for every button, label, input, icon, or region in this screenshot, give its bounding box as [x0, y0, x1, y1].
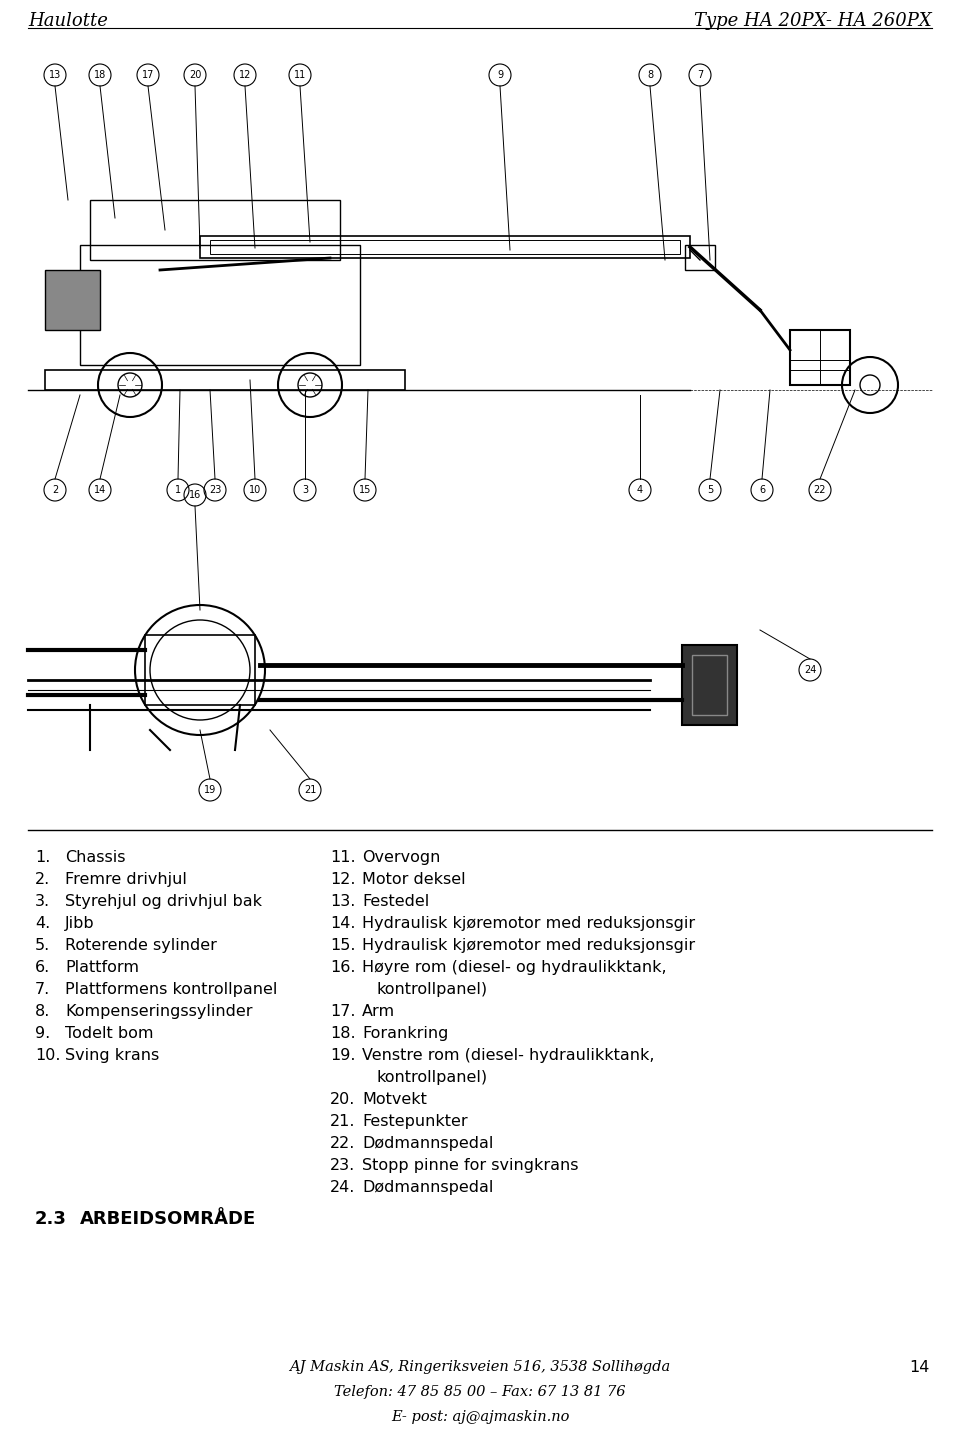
Text: Plattform: Plattform: [65, 960, 139, 974]
Text: 24.: 24.: [330, 1180, 355, 1196]
Text: 19.: 19.: [330, 1048, 355, 1063]
Text: 21: 21: [303, 785, 316, 795]
Text: Dødmannspedal: Dødmannspedal: [362, 1137, 493, 1151]
Text: 23: 23: [209, 486, 221, 494]
Text: kontrollpanel): kontrollpanel): [377, 981, 488, 997]
Text: Høyre rom (diesel- og hydraulikktank,: Høyre rom (diesel- og hydraulikktank,: [362, 960, 666, 974]
Text: 4: 4: [636, 486, 643, 494]
Text: 23.: 23.: [330, 1158, 355, 1173]
Bar: [45, 270, 100, 331]
Text: 6.: 6.: [35, 960, 50, 974]
Text: 16: 16: [189, 490, 202, 500]
Bar: [45, 369, 405, 389]
Text: 13: 13: [49, 70, 61, 80]
Text: Styrehjul og drivhjul bak: Styrehjul og drivhjul bak: [65, 894, 262, 910]
Bar: [145, 635, 255, 706]
Text: 12: 12: [239, 70, 252, 80]
Text: Stopp pinne for svingkrans: Stopp pinne for svingkrans: [362, 1158, 579, 1173]
Text: 18.: 18.: [330, 1026, 355, 1040]
Text: Sving krans: Sving krans: [65, 1048, 159, 1063]
Text: Motvekt: Motvekt: [362, 1092, 427, 1106]
Text: 8.: 8.: [35, 1004, 50, 1019]
Text: 1: 1: [175, 486, 181, 494]
Text: 15: 15: [359, 486, 372, 494]
Text: 20: 20: [189, 70, 202, 80]
Bar: [80, 244, 360, 365]
Text: 9: 9: [497, 70, 503, 80]
Text: 10: 10: [249, 486, 261, 494]
Text: 6: 6: [759, 486, 765, 494]
Text: 22.: 22.: [330, 1137, 355, 1151]
Text: Venstre rom (diesel- hydraulikktank,: Venstre rom (diesel- hydraulikktank,: [362, 1048, 655, 1063]
Bar: [90, 200, 340, 260]
Text: 24: 24: [804, 665, 816, 675]
Text: 14: 14: [94, 486, 107, 494]
Text: Fremre drivhjul: Fremre drivhjul: [65, 872, 187, 887]
Text: 5.: 5.: [35, 938, 50, 953]
Text: AJ Maskin AS, Ringeriksveien 516, 3538 Sollihøgda: AJ Maskin AS, Ringeriksveien 516, 3538 S…: [289, 1359, 671, 1374]
Bar: [790, 331, 850, 385]
Text: 3: 3: [302, 486, 308, 494]
Text: Forankring: Forankring: [362, 1026, 448, 1040]
Text: 2.: 2.: [35, 872, 50, 887]
Text: 21.: 21.: [330, 1114, 355, 1129]
Text: 14: 14: [910, 1359, 930, 1375]
Text: Dødmannspedal: Dødmannspedal: [362, 1180, 493, 1196]
Bar: [200, 236, 690, 259]
Text: 13.: 13.: [330, 894, 355, 910]
Text: Type HA 20PX- HA 260PX: Type HA 20PX- HA 260PX: [694, 11, 932, 30]
Text: 14.: 14.: [330, 915, 355, 931]
Text: 10.: 10.: [35, 1048, 60, 1063]
Bar: [685, 244, 715, 270]
Text: 7: 7: [697, 70, 703, 80]
Text: Hydraulisk kjøremotor med reduksjonsgir: Hydraulisk kjøremotor med reduksjonsgir: [362, 915, 695, 931]
Text: 12.: 12.: [330, 872, 355, 887]
Text: 5: 5: [707, 486, 713, 494]
Text: 17.: 17.: [330, 1004, 355, 1019]
Text: Roterende sylinder: Roterende sylinder: [65, 938, 217, 953]
Text: 22: 22: [814, 486, 827, 494]
Text: 3.: 3.: [35, 894, 50, 910]
Text: 2: 2: [52, 486, 59, 494]
Text: 16.: 16.: [330, 960, 355, 974]
Text: Motor deksel: Motor deksel: [362, 872, 466, 887]
Text: Festedel: Festedel: [362, 894, 429, 910]
Text: Jibb: Jibb: [65, 915, 95, 931]
Text: Plattformens kontrollpanel: Plattformens kontrollpanel: [65, 981, 277, 997]
Text: 7.: 7.: [35, 981, 50, 997]
Text: 15.: 15.: [330, 938, 355, 953]
Text: 4.: 4.: [35, 915, 50, 931]
Bar: [210, 240, 680, 254]
Text: 2.3: 2.3: [35, 1210, 67, 1229]
Text: 8: 8: [647, 70, 653, 80]
Text: 17: 17: [142, 70, 155, 80]
Text: E- post: aj@ajmaskin.no: E- post: aj@ajmaskin.no: [391, 1410, 569, 1424]
Text: 9.: 9.: [35, 1026, 50, 1040]
Bar: [692, 655, 727, 716]
Text: 18: 18: [94, 70, 107, 80]
Bar: [682, 645, 737, 726]
Text: Telefon: 47 85 85 00 – Fax: 67 13 81 76: Telefon: 47 85 85 00 – Fax: 67 13 81 76: [334, 1385, 626, 1400]
Text: 11.: 11.: [330, 851, 355, 865]
Text: Haulotte: Haulotte: [28, 11, 108, 30]
Text: ARBEIDSOMRÅDE: ARBEIDSOMRÅDE: [80, 1210, 256, 1229]
Text: Arm: Arm: [362, 1004, 396, 1019]
Text: Hydraulisk kjøremotor med reduksjonsgir: Hydraulisk kjøremotor med reduksjonsgir: [362, 938, 695, 953]
Text: Overvogn: Overvogn: [362, 851, 441, 865]
Text: Todelt bom: Todelt bom: [65, 1026, 154, 1040]
Text: 11: 11: [294, 70, 306, 80]
Text: Chassis: Chassis: [65, 851, 126, 865]
Text: Festepunkter: Festepunkter: [362, 1114, 468, 1129]
Text: 19: 19: [204, 785, 216, 795]
Text: 20.: 20.: [330, 1092, 355, 1106]
Text: Kompenseringssylinder: Kompenseringssylinder: [65, 1004, 252, 1019]
Text: kontrollpanel): kontrollpanel): [377, 1071, 488, 1085]
Text: 1.: 1.: [35, 851, 50, 865]
